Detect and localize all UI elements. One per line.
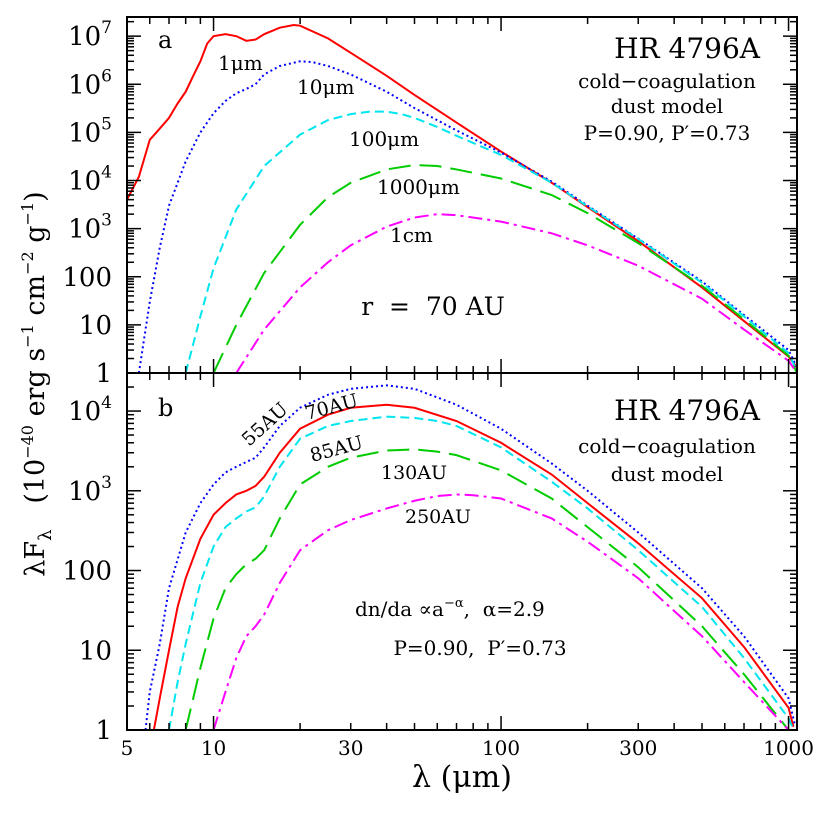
x-axis-label: λ (μm)	[412, 760, 512, 795]
panel-a-annotation-2: dust model	[611, 94, 723, 118]
y-tick-label: 103	[68, 473, 112, 507]
panel-b-annotation-1: cold−coagulation	[578, 434, 756, 458]
panel-b-series	[144, 384, 796, 730]
panel-b-series-70AU	[152, 403, 795, 730]
panel-b-series-55AU	[144, 384, 796, 730]
panel-b-ticks: 5 10 30 100 300 1000 1 10 100 103 104	[62, 372, 814, 760]
y-tick-label: 107	[68, 18, 112, 52]
y-tick-label: 104	[68, 163, 112, 197]
x-tick-label: 5	[121, 736, 134, 760]
series-label-70au: 70AU	[303, 390, 361, 425]
y-tick-label: 103	[68, 211, 112, 245]
y-tick-label: 106	[68, 66, 112, 100]
series-label-100um: 100μm	[349, 127, 419, 151]
y-label-exp-g: −1	[18, 202, 37, 226]
powerlaw-alpha: , α=2.9	[464, 597, 545, 621]
y-tick-label: 10	[79, 636, 112, 666]
panel-b: 5 10 30 100 300 1000 1 10 100 103 104 b HR 4796A c…	[62, 372, 814, 760]
y-label-lambda-f: λF	[20, 541, 51, 577]
powerlaw-text: dn/da ∝a	[355, 597, 444, 621]
y-tick-label: 1	[95, 359, 112, 389]
series-label-1000um: 1000μm	[377, 175, 460, 199]
x-tick-label: 300	[619, 736, 657, 760]
y-axis-label: λFλ (10−40 erg s−1 cm−2 g−1)	[18, 191, 56, 576]
panel-b-annotation-3: dn/da ∝a−α, α=2.9	[355, 596, 545, 621]
y-label-cm: cm	[20, 275, 51, 324]
y-tick-label: 10	[79, 311, 112, 341]
x-tick-label: 30	[338, 736, 363, 760]
y-label-close: )	[20, 191, 51, 202]
series-label-1cm: 1cm	[390, 223, 433, 247]
panel-b-label: b	[158, 394, 173, 422]
series-label-55au: 55AU	[238, 398, 293, 450]
y-tick-label: 100	[62, 557, 112, 587]
series-label-85au: 85AU	[308, 432, 366, 467]
y-label-spacer	[20, 504, 51, 530]
x-tick-label: 100	[482, 736, 520, 760]
panel-a-annotation-1: cold−coagulation	[578, 69, 756, 93]
panel-b-title: HR 4796A	[614, 394, 761, 427]
y-label-exp-40: −40	[18, 425, 37, 459]
y-tick-label: 100	[62, 263, 112, 293]
series-label-130au: 130AU	[381, 462, 447, 484]
panel-a: 1 10 100 103 104 105 106 107 a HR 4796A cold−co…	[62, 16, 798, 389]
panel-b-frame	[126, 372, 798, 731]
panel-a-annotation-3: P=0.90, P′=0.73	[584, 121, 751, 145]
panel-a-series-1000μm	[212, 164, 797, 373]
powerlaw-exponent: −α	[444, 596, 464, 611]
y-label-erg-s: erg s	[20, 348, 51, 425]
y-tick-label: 104	[68, 393, 112, 427]
panel-b-annotation-4: P=0.90, P′=0.73	[393, 636, 566, 660]
panel-b-series-85AU	[168, 415, 794, 730]
y-label-exp-cm: −2	[18, 251, 37, 275]
y-label-lambda-sub: λ	[35, 529, 56, 540]
x-tick-label: 10	[201, 736, 226, 760]
panel-a-ticks: 1 10 100 103 104 105 106 107	[62, 17, 797, 389]
y-tick-label: 1	[95, 716, 112, 746]
panel-a-series-100μm	[184, 110, 797, 373]
y-label-exp-s: −1	[18, 324, 37, 348]
panel-a-annotation-4: r = 70 AU	[361, 292, 505, 321]
panel-b-series-250AU	[212, 493, 790, 730]
y-label-g: g	[20, 225, 51, 251]
y-label-units-open: (10	[20, 459, 51, 504]
series-label-250au: 250AU	[405, 506, 471, 528]
series-label-1um: 1μm	[218, 51, 263, 75]
x-tick-label: 1000	[763, 736, 814, 760]
panel-a-series	[127, 24, 797, 373]
y-tick-label: 105	[68, 114, 112, 148]
panel-a-title: HR 4796A	[614, 32, 761, 65]
panel-b-annotation-2: dust model	[611, 462, 723, 486]
panel-a-series-10μm	[137, 60, 797, 373]
panel-b-series-130AU	[184, 448, 790, 730]
panel-a-label: a	[158, 26, 172, 54]
series-label-10um: 10μm	[297, 75, 354, 99]
